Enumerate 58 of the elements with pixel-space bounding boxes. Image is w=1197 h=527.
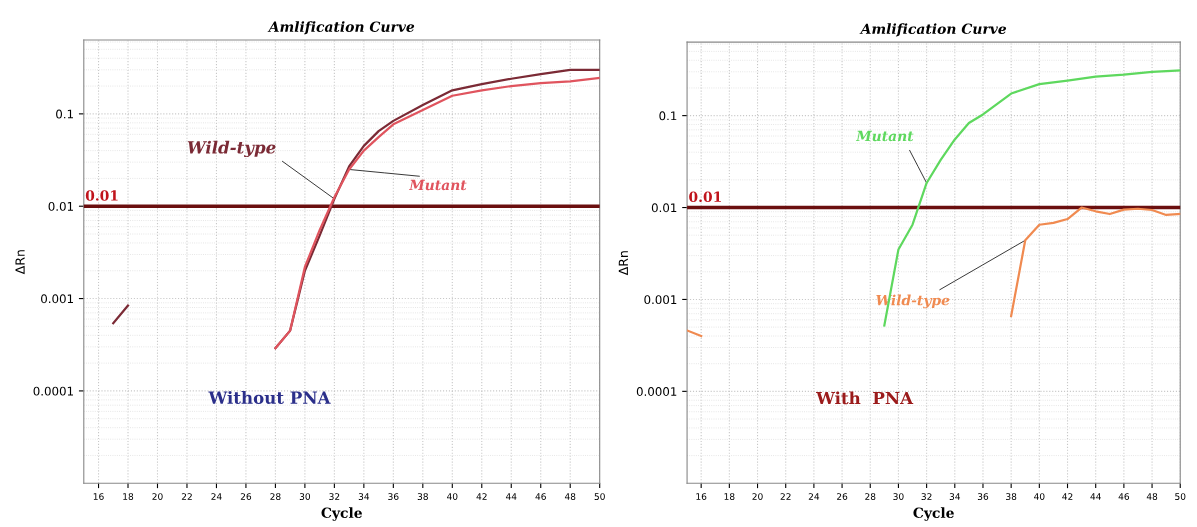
annotation: With PNA <box>816 391 914 405</box>
x-tick-label: 50 <box>1175 493 1186 500</box>
x-tick-label: 44 <box>505 493 517 500</box>
x-tick-label: 38 <box>1006 493 1017 500</box>
x-tick-label: 40 <box>1034 493 1045 500</box>
y-tick-label: 0.01 <box>651 203 677 213</box>
x-tick-label: 24 <box>808 493 820 500</box>
x-tick-label: 18 <box>123 493 134 500</box>
x-tick-label: 34 <box>949 493 961 500</box>
x-tick-label: 28 <box>865 493 876 500</box>
chart-title: Amlification Curve <box>859 23 1007 37</box>
x-tick-label: 28 <box>270 493 281 500</box>
ref-line-label: 0.01 <box>689 191 721 203</box>
y-tick-label: 0.0001 <box>33 386 73 396</box>
x-tick-label: 50 <box>594 493 605 500</box>
y-tick-label: 0.1 <box>659 111 677 121</box>
chart-title: Amlification Curve <box>267 21 415 35</box>
annotation: Without PNA <box>208 390 331 404</box>
x-tick-label: 30 <box>893 493 904 500</box>
x-tick-label: 20 <box>752 493 763 500</box>
y-tick-label: 0.1 <box>56 109 73 119</box>
x-tick-label: 16 <box>696 493 707 500</box>
x-tick-label: 30 <box>299 493 311 500</box>
x-tick-label: 48 <box>564 493 576 500</box>
x-tick-label: 20 <box>152 493 163 500</box>
x-tick-label: 32 <box>329 493 340 500</box>
y-tick-label: 0.001 <box>644 295 677 305</box>
x-tick-label: 42 <box>476 493 487 500</box>
x-tick-label: 46 <box>1118 493 1130 500</box>
x-tick-label: 34 <box>358 493 370 500</box>
x-tick-label: 22 <box>181 493 192 500</box>
x-axis-title: Cycle <box>913 507 954 521</box>
y-tick-label: 0.0001 <box>636 387 677 396</box>
x-tick-label: 32 <box>921 493 932 500</box>
line-series <box>274 76 600 350</box>
y-tick-label: 0.001 <box>41 294 73 304</box>
y-axis-title: ΔRn <box>618 251 628 276</box>
x-tick-label: 42 <box>1062 493 1073 500</box>
ref-line-label: 0.01 <box>85 190 118 201</box>
x-tick-label: 36 <box>977 493 989 500</box>
x-tick-label: 44 <box>1090 493 1101 500</box>
x-tick-label: 24 <box>211 493 222 500</box>
x-tick-label: 16 <box>93 493 104 500</box>
y-tick-label: 0.01 <box>48 201 73 211</box>
x-tick-label: 46 <box>535 493 546 500</box>
x-tick-label: 38 <box>417 493 428 500</box>
text: Mutant <box>408 179 467 191</box>
x-tick-label: 26 <box>240 493 252 500</box>
x-tick-label: 22 <box>780 493 791 500</box>
x-tick-label: 18 <box>724 493 735 500</box>
y-axis-title: ΔRn <box>15 250 25 275</box>
x-tick-label: 48 <box>1146 493 1158 500</box>
x-tick-label: 36 <box>388 493 399 500</box>
x-tick-label: 26 <box>836 493 848 500</box>
x-axis-title: Cycle <box>321 507 362 521</box>
text: Mutant <box>855 130 914 142</box>
x-tick-label: 40 <box>446 493 458 500</box>
text: Wild-type <box>187 140 276 158</box>
